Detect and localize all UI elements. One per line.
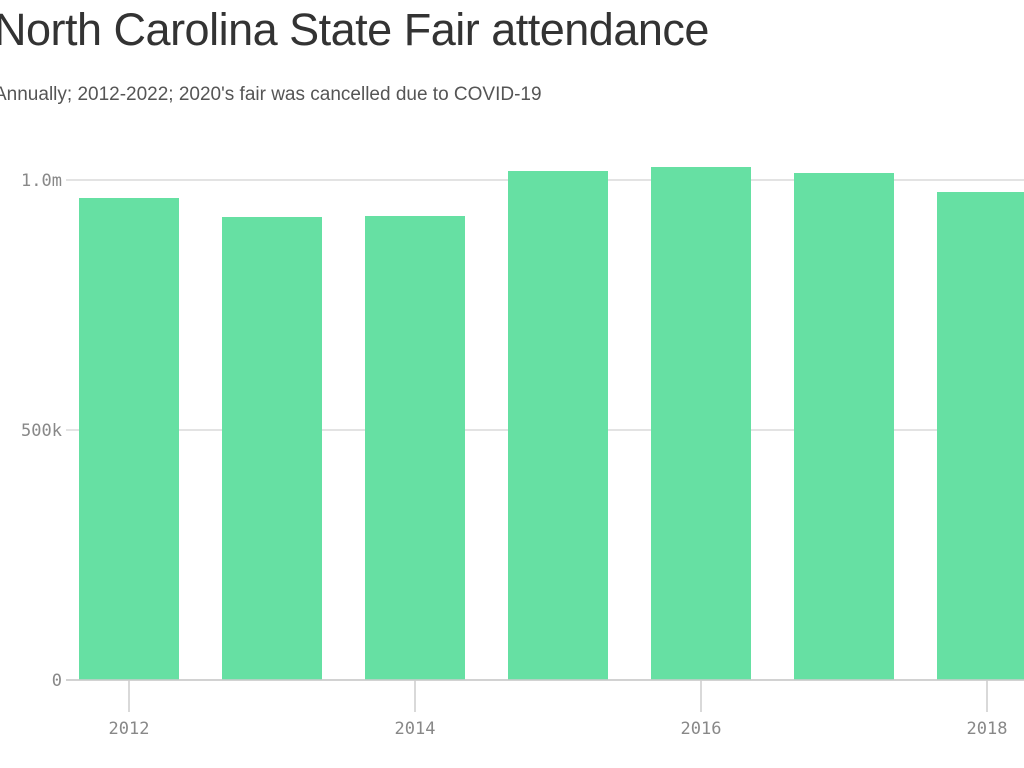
bar-2017 (794, 173, 894, 680)
chart-title: North Carolina State Fair attendance (0, 4, 709, 55)
x-tick-label: 2012 (109, 719, 150, 739)
y-tick-label: 0 (52, 671, 62, 691)
chart-subtitle: Annually; 2012-2022; 2020's fair was can… (0, 84, 542, 105)
bar-2018 (937, 192, 1024, 680)
bar-2014 (365, 216, 465, 680)
y-tick-label: 500k (21, 421, 62, 441)
x-tick-label: 2016 (681, 719, 722, 739)
bar-2016 (651, 167, 751, 680)
bar-2015 (508, 171, 608, 680)
x-tick-label: 2018 (967, 719, 1008, 739)
y-tick-label: 1.0m (21, 171, 62, 191)
x-tick-label: 2014 (395, 719, 436, 739)
bar-2012 (79, 198, 179, 680)
bar-2013 (222, 217, 322, 680)
